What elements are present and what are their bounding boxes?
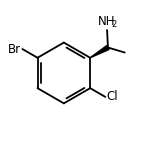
- Polygon shape: [90, 46, 109, 58]
- Text: 2: 2: [112, 20, 117, 29]
- Text: Cl: Cl: [107, 90, 118, 103]
- Text: NH: NH: [98, 15, 116, 28]
- Text: Br: Br: [8, 43, 21, 55]
